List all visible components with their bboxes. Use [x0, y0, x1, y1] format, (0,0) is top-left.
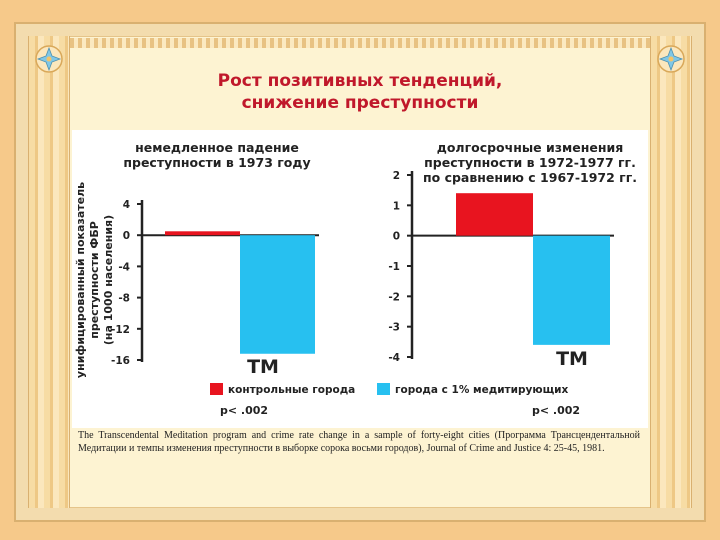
y-tick-label: -12: [111, 324, 130, 336]
bar-label: TM: [247, 356, 279, 378]
y-tick-label: -2: [388, 291, 400, 303]
y-tick-label: 2: [393, 170, 400, 182]
legend-label-meditating: города с 1% медитирующих: [395, 384, 569, 396]
corner-flower-icon: [657, 45, 685, 73]
p-value-annotation: p< .002: [220, 404, 268, 417]
bar-label: TM: [556, 348, 588, 370]
y-axis-label: (на 1000 населения): [102, 215, 115, 345]
y-tick-label: 0: [123, 230, 130, 242]
slide-title: Рост позитивных тенденций, снижение прес…: [120, 70, 600, 114]
chart-title: преступности в 1972-1977 гг.: [424, 155, 636, 170]
bar: [456, 193, 533, 236]
y-tick-label: -3: [388, 322, 400, 334]
p-value-annotation: p< .002: [532, 404, 580, 417]
slide-title-line: Рост позитивных тенденций,: [217, 71, 503, 91]
y-tick-label: 4: [123, 199, 130, 211]
y-tick-label: -4: [388, 352, 400, 364]
y-axis-label: преступности ФБР: [88, 221, 101, 339]
y-tick-label: 0: [393, 231, 400, 243]
chart-title: немедленное падение: [135, 140, 299, 155]
bar: [165, 231, 240, 236]
y-axis-label: унифицированный показатель: [74, 182, 87, 378]
source-caption: The Transcendental Meditation program an…: [78, 430, 640, 454]
right-pillar: [650, 36, 692, 508]
chart-title: по сравнению с 1967-1972 гг.: [423, 170, 637, 185]
y-tick-label: -16: [111, 355, 130, 367]
bar: [240, 235, 315, 354]
legend-swatch-control: [210, 383, 223, 395]
legend-swatch-meditating: [377, 383, 390, 395]
left-pillar: [28, 36, 70, 508]
chart-panel: немедленное падение преступности в 1973 г…: [72, 130, 648, 428]
y-tick-label: 1: [393, 200, 400, 212]
y-tick-label: -8: [118, 293, 130, 305]
y-tick-label: -1: [388, 261, 400, 273]
bar: [533, 235, 610, 345]
corner-flower-icon: [35, 45, 63, 73]
slide-title-line: снижение преступности: [241, 93, 479, 113]
top-frieze: [70, 38, 650, 48]
chart-title: долгосрочные изменения: [437, 140, 624, 155]
legend-label-control: контрольные города: [228, 384, 355, 396]
y-tick-label: -4: [118, 261, 130, 273]
chart-title: преступности в 1973 году: [123, 155, 310, 170]
